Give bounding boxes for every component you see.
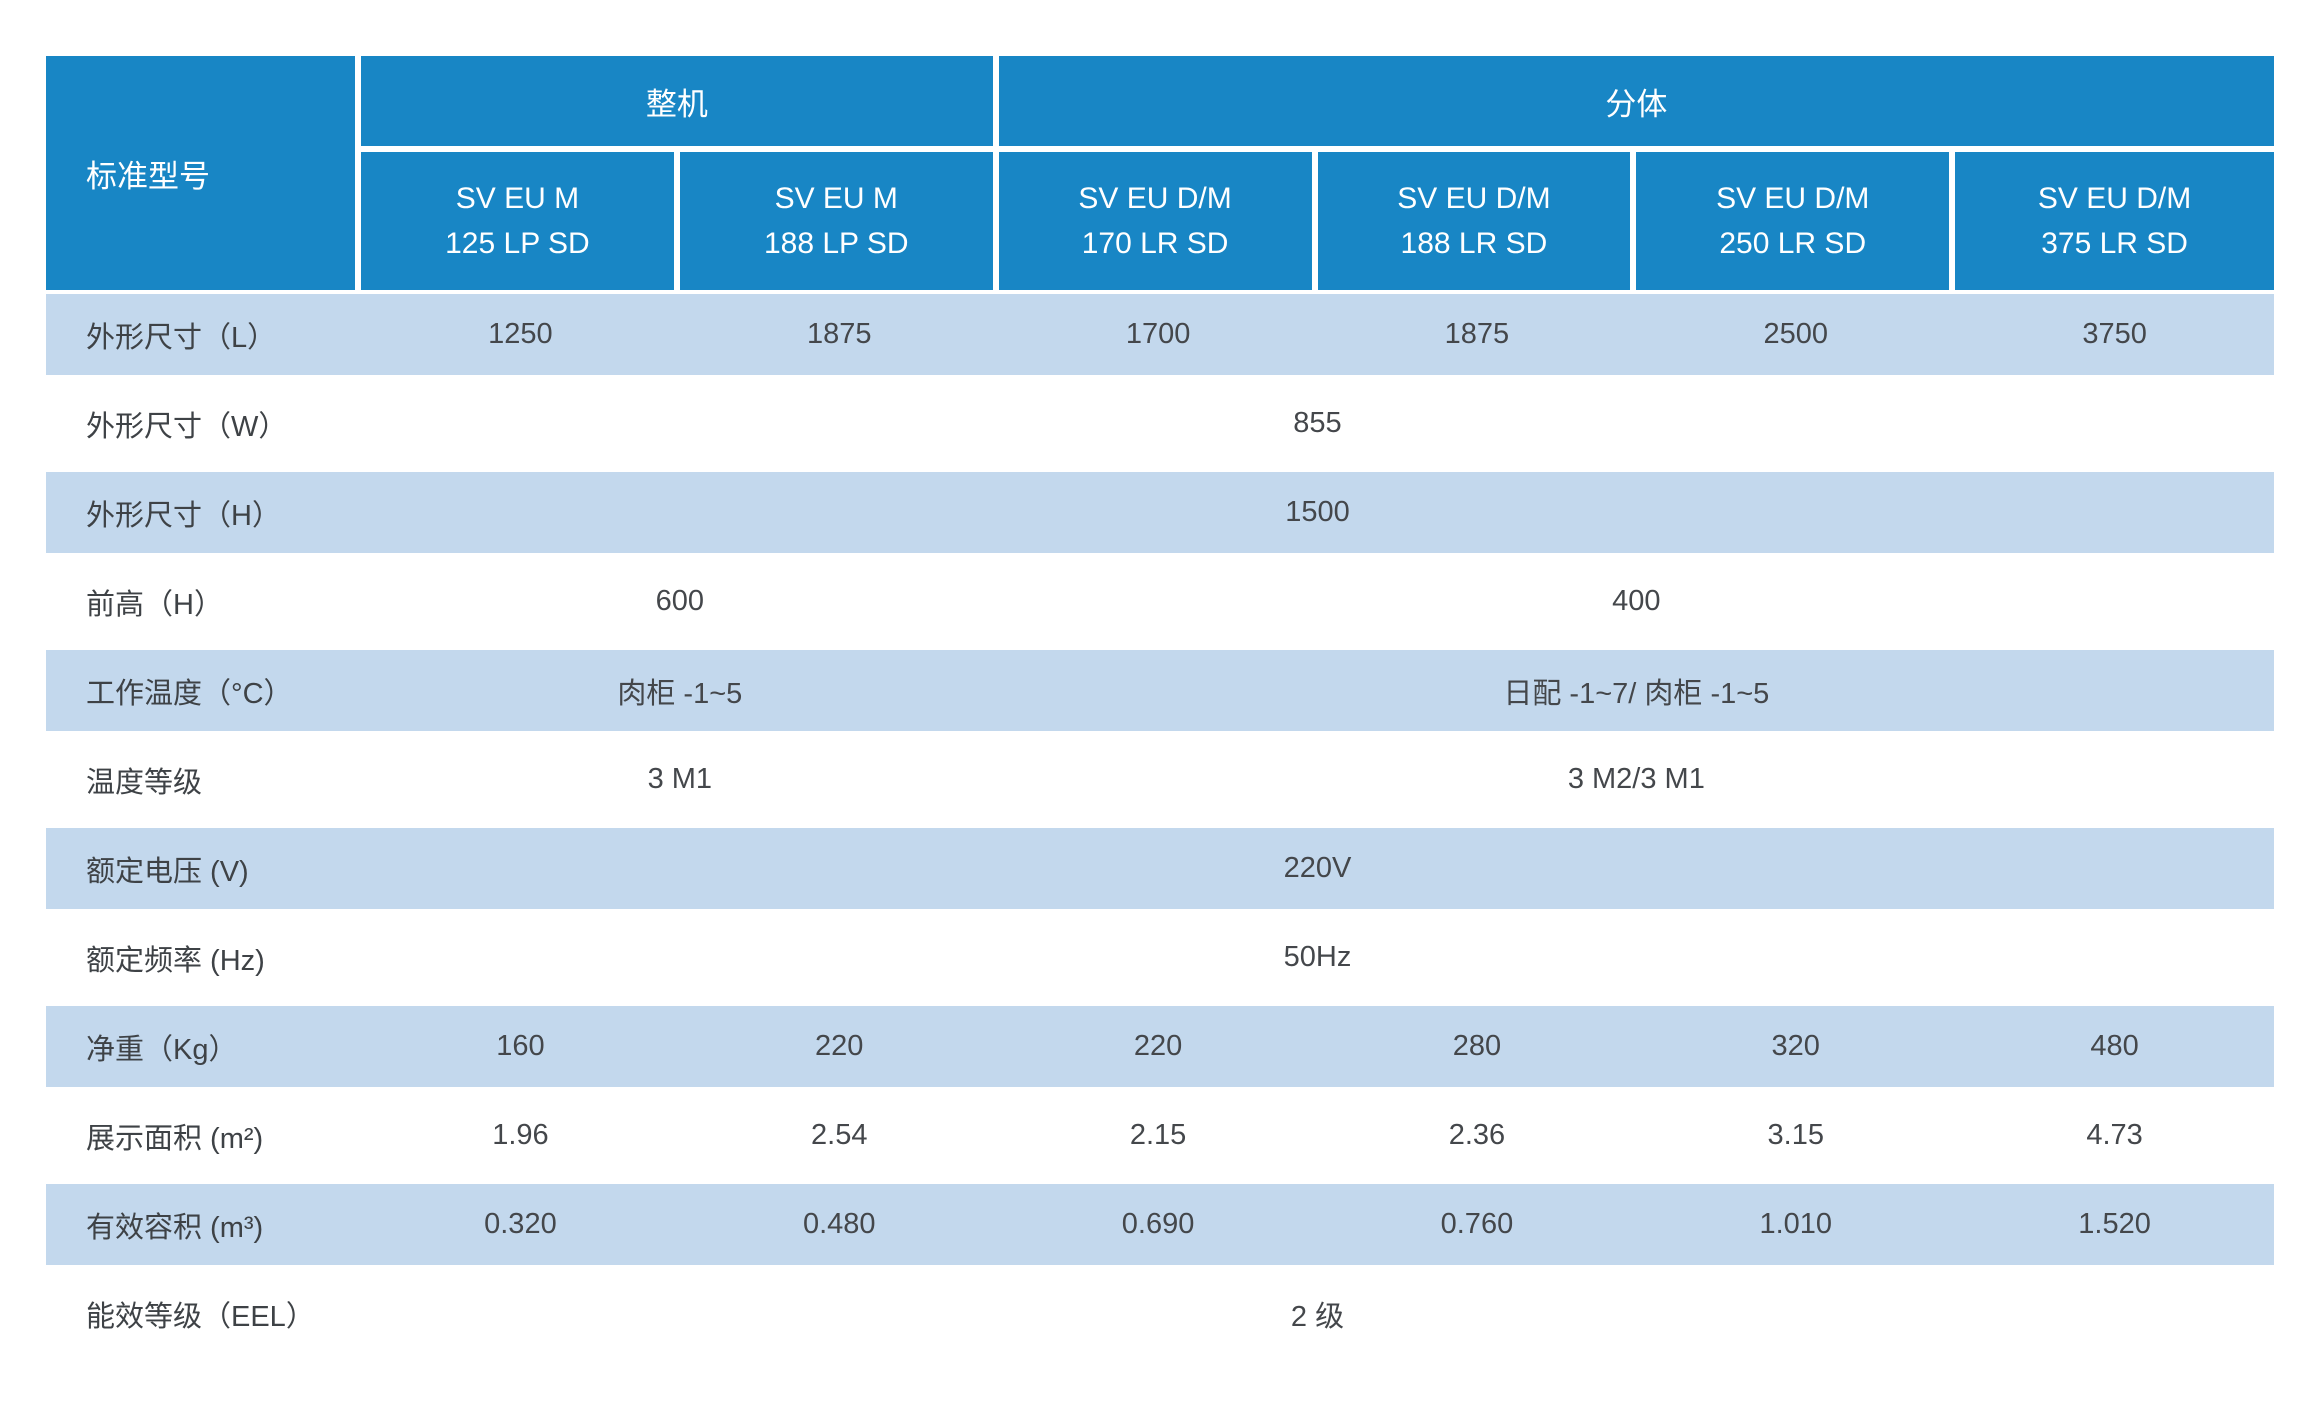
spec-table: 标准型号 整机 分体 SV EU M 125 LP SD SV EU M 188… — [46, 56, 2274, 1358]
value-cell: 日配 -1~7/ 肉柜 -1~5 — [998, 646, 2274, 735]
value-cell: 320 — [1636, 1002, 1956, 1091]
value-cell: 2 级 — [1290, 1300, 1345, 1333]
value-cell: 480 — [1955, 1002, 2274, 1091]
row-label: 额定频率 (Hz) — [86, 944, 265, 977]
value-cell: 3750 — [1955, 290, 2274, 379]
value-cell: 220V — [361, 824, 2274, 913]
model-code: 170 LR SD — [1081, 227, 1229, 260]
model-name: SV EU M — [455, 182, 580, 215]
value-cell: 1875 — [679, 290, 999, 379]
corner-header-cell: 标准型号 — [46, 56, 361, 290]
model-header: SV EU D/M 188 LR SD — [1317, 146, 1637, 290]
value-cell: 0.760 — [1317, 1180, 1637, 1269]
model-header: SV EU D/M 170 LR SD — [998, 146, 1318, 290]
value-cell: 2.36 — [1448, 1119, 1506, 1151]
row-label: 额定电压 (V) — [46, 824, 361, 913]
value-cell: 1875 — [1317, 290, 1637, 379]
model-header: SV EU M 188 LP SD — [679, 146, 999, 290]
row-label: 温度等级 — [86, 766, 203, 799]
model-header: SV EU D/M 375 LR SD — [1955, 146, 2274, 290]
value-cell: 0.480 — [679, 1180, 999, 1269]
value-cell: 3 M2/3 M1 — [1567, 763, 1705, 795]
model-code: 188 LP SD — [763, 227, 909, 260]
value-cell: 2500 — [1636, 290, 1956, 379]
row-label: 能效等级（EEL） — [86, 1300, 315, 1333]
value-cell: 1.010 — [1636, 1180, 1956, 1269]
value-cell: 220 — [998, 1002, 1318, 1091]
group-header-split-unit: 分体 — [998, 56, 2274, 146]
group-header-whole-unit: 整机 — [361, 56, 999, 146]
row-label: 外形尺寸（H） — [46, 468, 361, 557]
model-header: SV EU M 125 LP SD — [361, 146, 680, 290]
value-cell: 1700 — [998, 290, 1318, 379]
value-cell: 50Hz — [1283, 941, 1352, 973]
value-cell: 肉柜 -1~5 — [361, 646, 999, 735]
value-cell: 0.690 — [998, 1180, 1318, 1269]
value-cell: 4.73 — [2086, 1119, 2143, 1151]
value-cell: 3.15 — [1767, 1119, 1824, 1151]
value-cell: 600 — [655, 585, 705, 617]
row-label: 净重（Kg） — [46, 1002, 361, 1091]
row-label: 工作温度（°C） — [46, 646, 361, 735]
model-name: SV EU D/M — [1078, 182, 1232, 215]
model-header: SV EU D/M 250 LR SD — [1636, 146, 1956, 290]
model-code: 188 LR SD — [1400, 227, 1548, 260]
row-label: 前高（H） — [86, 588, 223, 621]
model-name: SV EU D/M — [1397, 182, 1551, 215]
value-cell: 1500 — [361, 468, 2274, 557]
value-cell: 855 — [1293, 407, 1342, 439]
model-code: 125 LP SD — [445, 227, 590, 260]
value-cell: 2.15 — [1129, 1119, 1187, 1151]
value-cell: 2.54 — [811, 1119, 868, 1151]
value-cell: 280 — [1317, 1002, 1637, 1091]
value-cell: 1.96 — [492, 1119, 549, 1151]
model-name: SV EU D/M — [1716, 182, 1870, 215]
row-label: 外形尺寸（L） — [46, 290, 361, 379]
value-cell: 0.320 — [361, 1180, 680, 1269]
model-code: 375 LR SD — [2041, 227, 2188, 260]
value-cell: 3 M1 — [647, 763, 713, 795]
model-name: SV EU D/M — [2037, 182, 2192, 215]
value-cell: 400 — [1612, 585, 1661, 617]
row-label: 展示面积 (m²) — [86, 1122, 264, 1155]
row-label: 外形尺寸（W） — [86, 410, 288, 443]
value-cell: 1250 — [361, 290, 680, 379]
value-cell: 220 — [679, 1002, 999, 1091]
model-name: SV EU M — [774, 182, 898, 215]
value-cell: 1.520 — [1955, 1180, 2274, 1269]
model-code: 250 LR SD — [1719, 227, 1867, 260]
value-cell: 160 — [361, 1002, 680, 1091]
row-label: 有效容积 (m³) — [46, 1180, 361, 1269]
